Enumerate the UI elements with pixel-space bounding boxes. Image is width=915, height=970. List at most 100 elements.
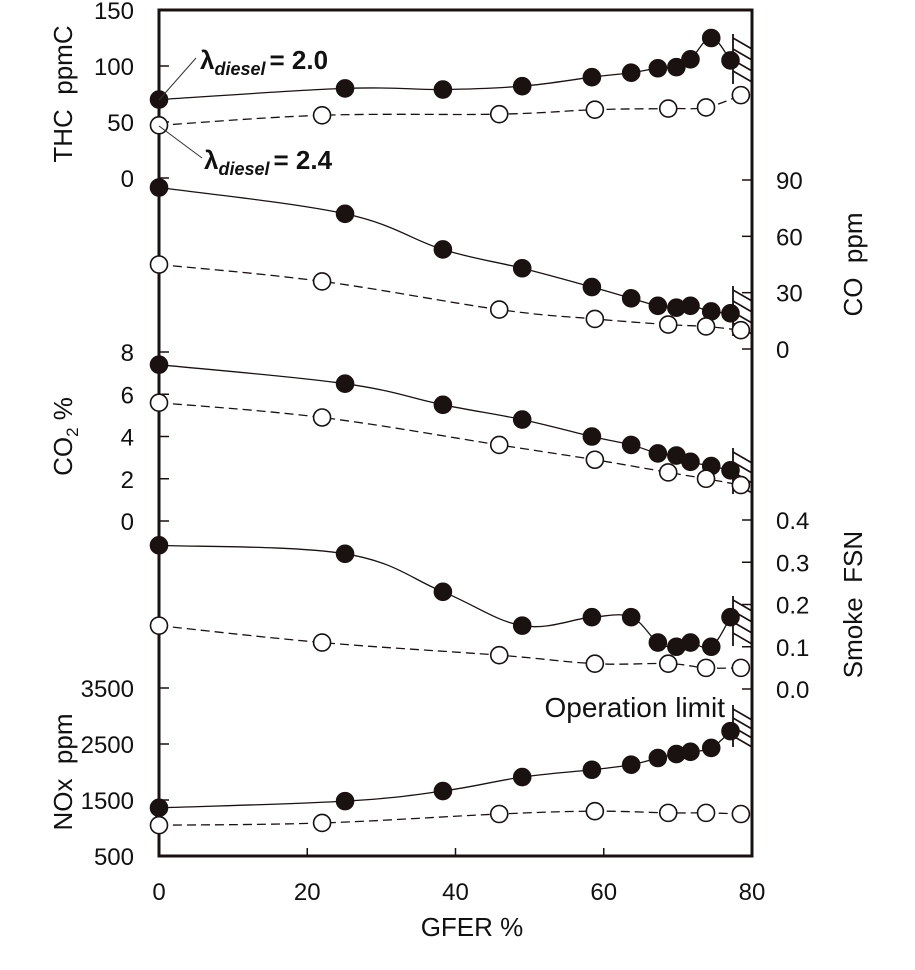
smoke-point-lambda-20 [433, 582, 453, 602]
thc-point-lambda-24 [312, 105, 332, 125]
x-tick-label: 40 [442, 879, 469, 906]
smoke-y-tick-label: 0.4 [776, 508, 809, 535]
smoke-limit-hatch [732, 599, 753, 612]
operation-limit-markers [732, 34, 753, 748]
co-point-lambda-24 [489, 300, 509, 319]
co-y-tick-label: 30 [776, 281, 803, 308]
nox-point-lambda-24 [658, 803, 678, 823]
lambda-24-value: = 2.4 [274, 145, 333, 175]
co2-point-lambda-24 [489, 435, 509, 455]
smoke-point-lambda-20 [582, 607, 602, 627]
thc-y-tick-label: 0 [121, 166, 134, 193]
thc-limit-hatch [732, 37, 753, 50]
smoke-point-lambda-20 [701, 637, 721, 657]
lambda-20-symbol: λ [200, 45, 215, 75]
nox-line-lambda-24 [158, 810, 741, 826]
thc-point-lambda-20 [667, 57, 686, 77]
co2-y-tick-label: 6 [121, 382, 134, 409]
thc-point-lambda-20 [621, 63, 641, 83]
smoke-point-lambda-20 [681, 633, 700, 652]
nox-limit-hatch [732, 708, 753, 721]
co-point-lambda-20 [648, 296, 668, 316]
co-y-tick-label: 90 [776, 168, 803, 195]
thc-point-lambda-24 [489, 104, 509, 124]
nox-y-tick-label: 1500 [81, 788, 134, 815]
co-y-tick-label: 60 [776, 224, 803, 251]
x-tick-label: 20 [294, 879, 321, 906]
co2-point-lambda-20 [512, 410, 532, 429]
co2-title-subscript: 2 [63, 427, 82, 436]
x-tick-label: 80 [739, 879, 766, 906]
co2-point-lambda-20 [335, 374, 355, 393]
nox-y-tick-label: 2500 [81, 732, 134, 759]
co-point-lambda-20 [335, 204, 355, 224]
co2-point-lambda-20 [681, 452, 700, 472]
lambda-24-subscript: diesel [218, 159, 270, 179]
co2-line-lambda-24 [158, 402, 741, 486]
co2-y-tick-label: 4 [121, 425, 134, 452]
nox-point-lambda-20 [721, 721, 740, 741]
co2-point-lambda-24 [696, 469, 716, 489]
co-point-lambda-24 [312, 272, 332, 291]
co2-point-lambda-20 [648, 444, 668, 463]
smoke-line-lambda-24 [158, 624, 741, 669]
nox-point-lambda-24 [149, 815, 169, 835]
co2-y-tick-label: 0 [121, 509, 134, 536]
operation-limit-label: Operation limit [544, 692, 725, 723]
nox-point-lambda-20 [433, 781, 453, 801]
x-tick-label: 0 [152, 879, 165, 906]
nox-point-lambda-24 [731, 804, 751, 824]
x-axis-title: GFER % [421, 912, 524, 942]
nox-point-lambda-24 [489, 804, 509, 824]
smoke-y-tick-label: 0.1 [776, 635, 809, 662]
co2-y-tick-label: 2 [121, 467, 134, 494]
thc-point-lambda-20 [648, 58, 668, 78]
co-point-lambda-24 [696, 317, 716, 336]
co-point-lambda-20 [621, 288, 641, 308]
co2-y-axis-title: CO2 % [48, 397, 82, 476]
lambda-24-symbol: λ [204, 145, 219, 175]
series-points [149, 28, 751, 835]
thc-y-tick-label: 150 [94, 0, 134, 25]
co2-point-lambda-20 [149, 355, 169, 374]
nox-y-tick-label: 3500 [81, 676, 134, 703]
lambda-20-subscript: diesel [214, 59, 266, 79]
thc-point-lambda-20 [681, 49, 700, 69]
thc-point-lambda-24 [658, 99, 678, 118]
co2-title-unit: % [48, 397, 78, 427]
co-limit-hatch [732, 300, 753, 313]
thc-y-tick-label: 50 [107, 110, 134, 137]
co-point-lambda-20 [433, 240, 453, 259]
nox-point-lambda-20 [149, 798, 169, 818]
smoke-point-lambda-20 [621, 607, 641, 627]
nox-point-lambda-24 [312, 813, 332, 833]
lambda-20-value: = 2.0 [270, 45, 329, 75]
co2-point-lambda-24 [149, 393, 169, 413]
nox-point-lambda-24 [696, 803, 716, 823]
smoke-y-tick-label: 0.3 [776, 550, 809, 577]
co-point-lambda-24 [585, 309, 605, 329]
plot-frame [157, 8, 754, 858]
smoke-y-tick-label: 0.0 [776, 677, 809, 704]
co2-title-main: CO [48, 437, 78, 476]
co2-line-lambda-20 [158, 364, 731, 471]
co2-point-lambda-20 [582, 427, 602, 446]
co-line-lambda-24 [158, 263, 741, 331]
nox-point-lambda-20 [582, 760, 602, 780]
nox-y-tick-label: 500 [94, 844, 134, 871]
thc-limit-hatch [732, 48, 753, 61]
co-point-lambda-20 [721, 304, 740, 323]
smoke-point-lambda-20 [721, 607, 740, 627]
thc-point-lambda-24 [149, 116, 169, 135]
nox-limit-hatch [732, 717, 753, 730]
nox-point-lambda-20 [701, 738, 721, 758]
co-y-tick-label: 0 [776, 337, 789, 364]
co2-limit-hatch [732, 451, 753, 464]
smoke-point-lambda-20 [335, 544, 355, 564]
smoke-point-lambda-20 [648, 633, 668, 652]
smoke-point-lambda-24 [585, 654, 605, 673]
co-point-lambda-24 [658, 315, 678, 334]
lambda-20-leader-line [158, 57, 197, 101]
co-point-lambda-20 [681, 296, 700, 316]
